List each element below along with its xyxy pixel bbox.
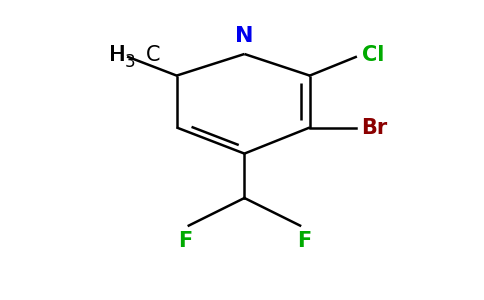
Text: F: F [297,231,311,251]
Text: Br: Br [362,118,388,137]
Text: Cl: Cl [362,45,384,64]
Text: C: C [146,45,161,64]
Text: H: H [110,45,126,64]
Text: H: H [110,45,126,64]
Text: N: N [235,26,254,46]
Text: 3: 3 [125,53,136,71]
Text: F: F [178,231,192,251]
Text: H: H [109,45,124,64]
